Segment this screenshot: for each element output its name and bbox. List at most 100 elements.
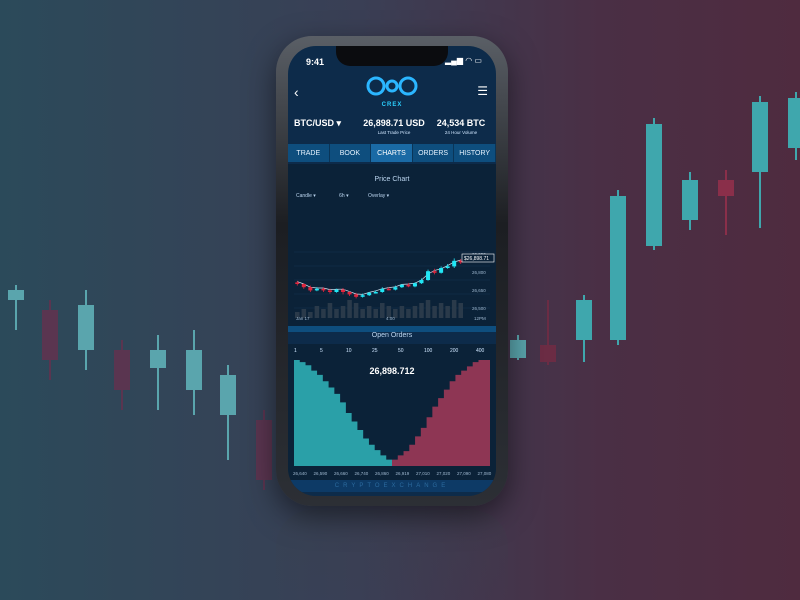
tab-charts[interactable]: CHARTS	[371, 144, 413, 162]
candle	[432, 271, 437, 273]
app-screen: 9:41 ▂▄▆ ◠ ▭ ‹ ☰ CREX BTC/USD ▾ 26,898.7…	[288, 46, 496, 496]
candle	[295, 282, 300, 284]
depth-x-label: 26,860	[375, 471, 389, 476]
depth-x-label: 26,660	[334, 471, 348, 476]
volume-bar	[340, 306, 346, 318]
pair-selector[interactable]: BTC/USD ▾	[294, 118, 341, 129]
bg-candle	[752, 96, 768, 228]
candle	[386, 288, 391, 291]
volume-bar	[327, 303, 333, 318]
volume-bar	[308, 312, 313, 318]
asks-area	[392, 360, 490, 466]
menu-icon[interactable]: ☰	[477, 84, 488, 98]
bg-candle	[788, 92, 800, 160]
depth-x-label: 27,010	[416, 471, 430, 476]
tab-orders[interactable]: ORDERS	[413, 144, 455, 162]
candle	[321, 288, 326, 291]
candle	[367, 292, 372, 296]
candle	[327, 290, 332, 292]
depth-label[interactable]: 25	[372, 348, 378, 354]
depth-label[interactable]: 50	[398, 348, 404, 354]
volume-bar	[321, 309, 326, 318]
volume-bar	[366, 306, 372, 318]
logo-text: CREX	[381, 102, 403, 108]
bg-candle	[682, 172, 698, 230]
volume-bar	[406, 309, 411, 318]
x-tick-label: 12PM	[474, 316, 486, 321]
overlay-label: Overlay	[368, 193, 386, 199]
tab-history[interactable]: HISTORY	[454, 144, 496, 162]
volume-bar	[412, 306, 418, 318]
candle	[406, 284, 411, 287]
candle-dropdown[interactable]: Candle ▾	[296, 193, 316, 199]
tab-book[interactable]: BOOK	[330, 144, 372, 162]
overlay-dropdown[interactable]: Overlay ▾	[368, 193, 390, 199]
pair-label: BTC/USD	[294, 118, 334, 128]
volume-bar	[425, 300, 431, 318]
candlestick-chart[interactable]: 26,95026,80026,65026,50026,350$26,898.71…	[288, 200, 496, 324]
bg-candle	[220, 365, 236, 460]
depth-x-label: 27,090	[457, 471, 471, 476]
volume-bar	[445, 306, 450, 318]
bg-candle	[8, 285, 24, 330]
candle	[334, 289, 339, 292]
candle	[314, 288, 319, 291]
last-trade-price: 26,898.71 USD	[363, 118, 425, 128]
bg-candle	[256, 410, 272, 490]
depth-x-label: 26,590	[314, 471, 328, 476]
bids-area	[294, 360, 392, 466]
volume-bar	[347, 300, 352, 318]
depth-label[interactable]: 400	[476, 348, 485, 354]
depth-label[interactable]: 10	[346, 348, 352, 354]
y-tick-label: 26,650	[472, 288, 486, 293]
status-icons: ▂▄▆ ◠ ▭	[445, 56, 482, 65]
candle	[360, 295, 365, 297]
bg-candle	[718, 170, 734, 235]
candle	[419, 280, 424, 284]
last-trade-label: Last Trade Price	[377, 130, 411, 135]
phone-reflection	[276, 510, 508, 600]
candle	[426, 271, 431, 280]
tab-bar: TRADE BOOK CHARTS ORDERS HISTORY	[288, 144, 496, 162]
candle	[354, 294, 359, 297]
volume-bar	[458, 303, 463, 318]
volume-bar	[438, 303, 444, 318]
volume-bar	[451, 300, 457, 318]
price-tag: $26,898.71	[461, 253, 495, 263]
bg-candle	[42, 300, 58, 380]
bg-candle	[576, 295, 592, 362]
volume-bar	[380, 303, 385, 318]
depth-x-label: 27,020	[437, 471, 451, 476]
candle	[341, 289, 346, 292]
price-chart-panel	[288, 164, 496, 326]
y-tick-label: 26,500	[472, 306, 486, 311]
depth-label[interactable]: 5	[320, 348, 323, 354]
back-icon[interactable]: ‹	[294, 84, 299, 100]
phone-notch	[336, 46, 448, 66]
brand-footer: CRYPTOEXCHANGE	[288, 480, 496, 492]
open-orders-title: Open Orders	[371, 332, 413, 339]
depth-label[interactable]: 100	[424, 348, 433, 354]
tab-trade[interactable]: TRADE	[288, 144, 330, 162]
depth-label[interactable]: 1	[294, 348, 297, 354]
volume-bar	[432, 306, 437, 318]
candle	[452, 260, 457, 267]
volume-bar	[295, 312, 300, 318]
candle-label: Candle	[296, 193, 312, 199]
volume-bar	[360, 309, 365, 318]
volume-bar	[373, 309, 378, 318]
bg-candle	[610, 190, 626, 345]
depth-chart[interactable]: 1 5 10 25 50 100 200 400 26,898.712 26,640 26,590 2…	[288, 344, 496, 480]
bg-candle	[540, 300, 556, 365]
volume-bar	[399, 306, 405, 318]
x-tick-label: 4:00	[386, 316, 395, 321]
candle	[458, 260, 463, 263]
volume-bar	[314, 306, 320, 318]
volume-bar	[334, 309, 339, 318]
depth-label[interactable]: 200	[450, 348, 459, 354]
interval-dropdown[interactable]: 6h ▾	[339, 193, 349, 199]
volume-bar	[301, 309, 307, 318]
bg-candle	[186, 330, 202, 415]
volume-label: 24 Hour Volume	[444, 130, 478, 135]
